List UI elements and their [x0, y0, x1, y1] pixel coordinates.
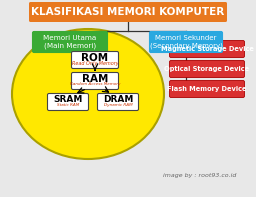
- Text: Read Only Memory: Read Only Memory: [72, 61, 118, 66]
- Text: Flash Memory Device: Flash Memory Device: [167, 86, 247, 92]
- FancyBboxPatch shape: [150, 32, 222, 52]
- FancyBboxPatch shape: [98, 94, 138, 111]
- Text: Memori Utama
(Main Memori): Memori Utama (Main Memori): [43, 35, 97, 49]
- Text: DRAM: DRAM: [103, 95, 133, 104]
- Text: Memori Sekunder
(Secondary Memory): Memori Sekunder (Secondary Memory): [150, 35, 222, 49]
- Text: KLASIFIKASI MEMORI KOMPUTER: KLASIFIKASI MEMORI KOMPUTER: [31, 7, 225, 17]
- Text: Dynamic RAM: Dynamic RAM: [104, 103, 132, 107]
- Text: ROM: ROM: [81, 53, 109, 63]
- Text: Magnetic Storage Device: Magnetic Storage Device: [161, 46, 253, 52]
- Text: root93.co.id: root93.co.id: [147, 60, 156, 114]
- FancyBboxPatch shape: [33, 32, 108, 52]
- Ellipse shape: [12, 29, 164, 159]
- Text: Static RAM: Static RAM: [57, 103, 79, 107]
- FancyBboxPatch shape: [71, 51, 119, 69]
- Text: Optical Storage Device: Optical Storage Device: [164, 66, 250, 72]
- Text: RAM: RAM: [82, 74, 108, 84]
- FancyBboxPatch shape: [169, 81, 244, 98]
- Text: SRAM: SRAM: [53, 95, 83, 104]
- FancyBboxPatch shape: [169, 41, 244, 58]
- Text: Random Access Memory: Random Access Memory: [70, 82, 120, 86]
- Text: image by : root93.co.id: image by : root93.co.id: [163, 173, 237, 177]
- FancyBboxPatch shape: [169, 60, 244, 77]
- FancyBboxPatch shape: [29, 2, 227, 22]
- FancyBboxPatch shape: [48, 94, 89, 111]
- FancyBboxPatch shape: [71, 72, 119, 89]
